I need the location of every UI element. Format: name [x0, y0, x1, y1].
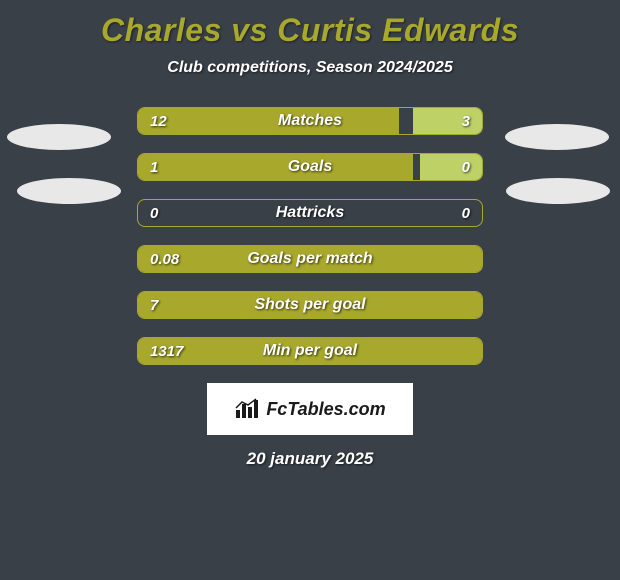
stat-bar: 10Goals: [137, 153, 483, 181]
stat-row: 0.08Goals per match: [0, 245, 620, 273]
stat-value-right: 3: [462, 108, 470, 134]
stat-row: 7Shots per goal: [0, 291, 620, 319]
stat-value-left: 1: [150, 154, 158, 180]
bar-left: [138, 338, 482, 364]
stat-row: 0 0Hattricks: [0, 199, 620, 227]
stat-value-left: 1317: [150, 338, 183, 364]
stat-label: Hattricks: [138, 200, 482, 226]
subtitle: Club competitions, Season 2024/2025: [0, 59, 620, 77]
stat-row: 10Goals: [0, 153, 620, 181]
bar-right: [420, 154, 482, 180]
stat-row: 123Matches: [0, 107, 620, 135]
stat-value-left: 0: [150, 200, 158, 226]
stat-bar: 0.08Goals per match: [137, 245, 483, 273]
stat-bar: 123Matches: [137, 107, 483, 135]
stat-value-right: 0: [462, 200, 470, 226]
stat-value-right: 0: [462, 154, 470, 180]
bar-left: [138, 108, 399, 134]
bar-left: [138, 292, 482, 318]
stat-value-left: 0.08: [150, 246, 179, 272]
chart-icon: [234, 398, 260, 420]
logo-text: FcTables.com: [266, 399, 385, 420]
date-label: 20 january 2025: [0, 449, 620, 469]
bar-left: [138, 246, 482, 272]
stat-bar: 1317Min per goal: [137, 337, 483, 365]
page-title: Charles vs Curtis Edwards: [0, 0, 620, 49]
stat-value-left: 7: [150, 292, 158, 318]
bar-right: [413, 108, 482, 134]
stat-bar: 0 0Hattricks: [137, 199, 483, 227]
bar-left: [138, 154, 413, 180]
logo-box: FcTables.com: [207, 383, 413, 435]
stat-bar: 7Shots per goal: [137, 291, 483, 319]
stat-value-left: 12: [150, 108, 167, 134]
stat-row: 1317Min per goal: [0, 337, 620, 365]
